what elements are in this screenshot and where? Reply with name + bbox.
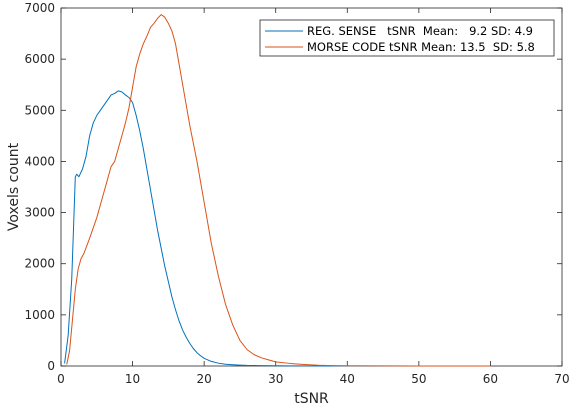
x-tick-label: 40 xyxy=(340,372,355,386)
y-tick-label: 0 xyxy=(47,359,55,373)
series-line-1 xyxy=(66,14,491,367)
legend-label-reg-sense: REG. SENSE tSNR Mean: 9.2 SD: 4.9 xyxy=(307,24,533,38)
x-tick-label: 30 xyxy=(268,372,283,386)
y-axis-ticks: 0 1000 2000 3000 4000 5000 6000 7000 xyxy=(24,1,562,373)
legend-box xyxy=(259,19,555,57)
y-tick-label: 5000 xyxy=(24,103,55,117)
series-line-0 xyxy=(64,90,491,367)
legend-label-morse-code: MORSE CODE tSNR Mean: 13.5 SD: 5.8 xyxy=(307,40,535,54)
y-tick-label: 6000 xyxy=(24,52,55,66)
y-tick-label: 1000 xyxy=(24,308,55,322)
x-axis-label: tSNR xyxy=(294,391,329,407)
legend: REG. SENSE tSNR Mean: 9.2 SD: 4.9 MORSE … xyxy=(259,19,555,57)
plot-area xyxy=(60,7,563,367)
x-tick-label: 60 xyxy=(483,372,498,386)
y-tick-label: 4000 xyxy=(24,154,55,168)
x-tick-label: 10 xyxy=(125,372,140,386)
x-tick-label: 50 xyxy=(411,372,426,386)
y-tick-label: 7000 xyxy=(24,1,55,15)
y-tick-label: 3000 xyxy=(24,206,55,220)
x-tick-label: 20 xyxy=(197,372,212,386)
x-tick-label: 70 xyxy=(554,372,569,386)
x-tick-label: 0 xyxy=(57,372,65,386)
y-axis-label: Voxels count xyxy=(6,142,22,231)
series-layer xyxy=(64,14,491,367)
x-axis-ticks: 0 10 20 30 40 50 60 70 xyxy=(57,8,570,386)
y-tick-label: 2000 xyxy=(24,257,55,271)
